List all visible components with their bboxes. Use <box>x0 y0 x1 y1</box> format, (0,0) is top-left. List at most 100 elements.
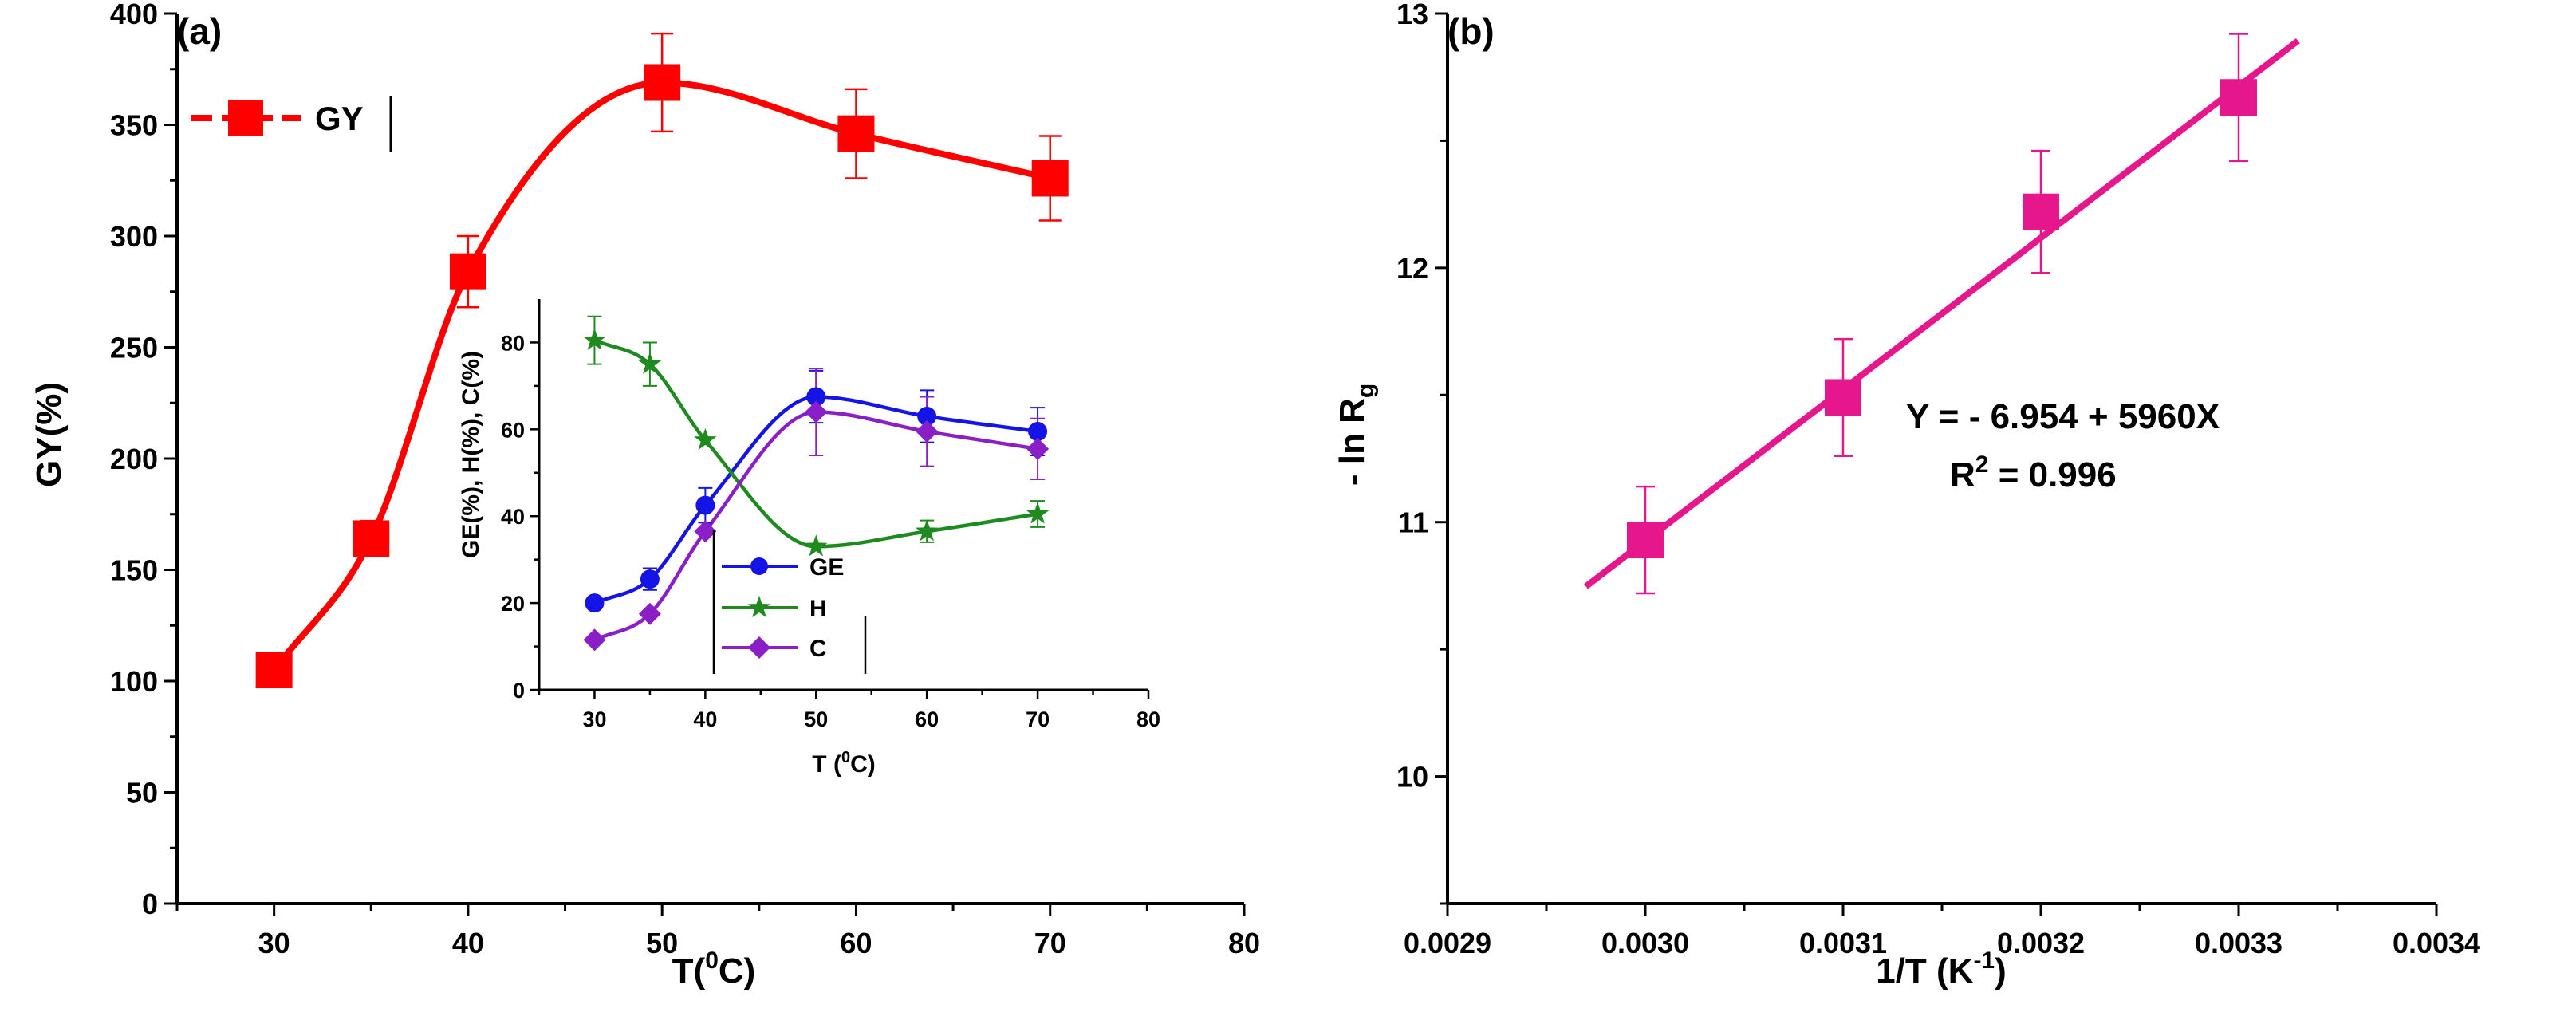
panel-a-x-tick-label: 40 <box>452 927 484 959</box>
h-marker <box>1026 502 1050 524</box>
inset-y-tick-label: 20 <box>501 592 525 616</box>
h-marker <box>694 427 717 451</box>
panel-a-y-tick-label: 300 <box>110 220 158 253</box>
panel-b-tick-labels: 10 11 12 13 0.0029 0.0030 0.0031 0.0032 0.0033 0.… <box>1396 0 2480 959</box>
lnrg-marker <box>2023 193 2059 230</box>
inset-markers <box>583 328 1050 652</box>
panel-a-y-tick-label: 400 <box>110 0 158 30</box>
panel-b-markers <box>1627 79 2257 559</box>
ge-marker <box>695 495 715 515</box>
c-marker <box>805 400 828 423</box>
inset-y-tick-label: 80 <box>501 331 525 355</box>
panel-a-y-tick-label: 50 <box>126 777 158 809</box>
c-marker <box>1026 437 1050 460</box>
c-marker <box>638 602 661 625</box>
panel-b-y-tick-label: 10 <box>1396 761 1428 794</box>
inset-legend-h-label: H <box>809 596 827 622</box>
fit-equation: Y = - 6.954 + 5960X <box>1906 397 2220 436</box>
panel-a-x-tick-label: 50 <box>646 927 678 959</box>
h-marker <box>805 534 828 557</box>
ge-marker <box>917 407 937 426</box>
inset-y-tick-label: 0 <box>513 679 525 703</box>
inset-y-tick-label: 60 <box>501 418 525 442</box>
inset-x-axis-title: T (0C) <box>812 749 875 778</box>
panel-b-y-axis-title: - ln Rg <box>1333 384 1379 486</box>
lnrg-marker <box>1627 522 1664 559</box>
gy-marker <box>1031 160 1069 197</box>
panel-a-x-tick-label: 30 <box>258 927 290 959</box>
inset-x-tick-label: 60 <box>915 707 939 731</box>
inset-legend: GE H C <box>712 530 867 674</box>
panel-b-x-tick-label: 0.0034 <box>2393 927 2480 959</box>
panel-b-y-tick-label: 13 <box>1396 0 1428 30</box>
panel-a-y-axis-title: GY(%) <box>30 382 69 487</box>
gy-marker <box>644 64 681 101</box>
ge-marker <box>1028 422 1048 442</box>
panel-a-y-tick-label: 0 <box>142 888 158 920</box>
panel-a-x-tick-label: 60 <box>840 927 872 959</box>
inset-legend-ge-label: GE <box>809 554 844 581</box>
lnrg-marker <box>1825 379 1861 416</box>
panel-a-y-tick-label: 250 <box>110 332 158 364</box>
gy-marker <box>449 253 486 290</box>
c-marker <box>916 420 939 443</box>
ge-marker <box>640 569 660 589</box>
panel-a-y-tick-label: 100 <box>110 665 158 698</box>
panel-b-y-tick-label: 11 <box>1398 506 1428 539</box>
inset-axis-ticks <box>530 299 1150 699</box>
h-marker <box>583 328 606 350</box>
lnrg-marker <box>2220 79 2257 116</box>
inset-x-tick-label: 30 <box>582 707 606 731</box>
inset-legend-h-marker <box>747 596 771 618</box>
inset-y-axis-title: GE(%), H(%), C(%) <box>458 351 484 558</box>
panel-a-x-tick-label: 70 <box>1034 927 1066 959</box>
h-marker <box>915 519 939 542</box>
panel-a-markers <box>255 64 1069 689</box>
inset-legend-c-marker <box>748 636 770 659</box>
panel-b-label: (b) <box>1448 10 1495 52</box>
panel-a-axis-ticks <box>164 12 1246 916</box>
fit-line <box>1584 38 2300 589</box>
panel-a-x-tick-label: 80 <box>1228 927 1260 959</box>
c-marker <box>583 628 606 652</box>
inset-x-tick-label: 40 <box>693 707 717 731</box>
inset-tick-labels: 0 20 40 60 80 30 40 50 60 70 80 <box>501 331 1160 731</box>
gy-marker <box>255 652 293 689</box>
legend-gy-marker <box>228 100 263 136</box>
inset-x-tick-label: 70 <box>1026 707 1050 731</box>
panel-b-x-tick-label: 0.0029 <box>1404 927 1491 959</box>
panel-b-x-tick-label: 0.0030 <box>1601 927 1689 959</box>
fit-r-squared: R2 = 0.996 <box>1950 451 2117 494</box>
panel-a-label: (a) <box>177 10 222 52</box>
gy-marker <box>353 520 390 557</box>
panel-a-x-axis-title: T(0C) <box>672 947 756 991</box>
h-marker <box>638 352 662 374</box>
inset-y-tick-label: 40 <box>501 505 525 529</box>
panel-b-x-tick-label: 0.0032 <box>1997 927 2085 959</box>
panel-b-x-tick-label: 0.0033 <box>2195 927 2283 959</box>
panel-b-fit-line <box>1584 38 2300 589</box>
panel-b-x-tick-label: 0.0031 <box>1799 927 1887 959</box>
panel-b-y-tick-label: 12 <box>1396 252 1428 285</box>
ge-marker <box>585 593 605 613</box>
inset-x-tick-label: 80 <box>1136 707 1160 731</box>
inset-chart: 0 20 40 60 80 30 40 50 60 70 80 T (0C) GE(%), H(%)… <box>458 299 1160 778</box>
inset-legend-c-label: C <box>809 636 827 662</box>
panel-b-axis-ticks <box>1435 12 2438 916</box>
ge-marker <box>806 387 826 407</box>
panel-b-x-axis-title: 1/T (K-1) <box>1876 947 2007 991</box>
inset-legend-ge-marker <box>750 557 768 575</box>
gy-marker <box>837 115 875 152</box>
legend-gy-label: GY <box>315 100 364 137</box>
inset-x-tick-label: 50 <box>804 707 828 731</box>
panel-a-y-tick-label: 200 <box>110 443 158 475</box>
panel-a-y-tick-label: 150 <box>110 554 158 587</box>
panel-a-legend: GY <box>175 96 392 152</box>
c-marker <box>694 520 717 543</box>
panel-b: 10 11 12 13 0.0029 0.0030 0.0031 0.0032 0.0033 0.… <box>1333 0 2480 991</box>
panel-a-y-tick-label: 350 <box>110 109 158 142</box>
